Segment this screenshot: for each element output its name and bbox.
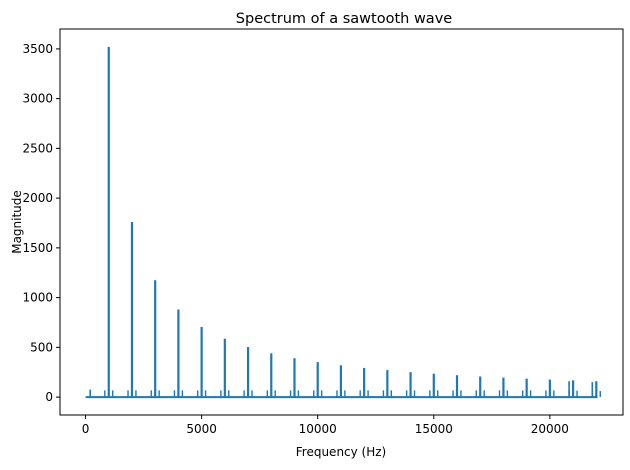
x-axis: 0 5000 10000 15000 20000 — [82, 415, 569, 436]
x-tick-label: 15000 — [415, 422, 453, 436]
axes-frame — [59, 28, 624, 416]
y-axis-label: Magnitude — [10, 190, 24, 254]
x-tick-label: 5000 — [186, 422, 217, 436]
y-tick-label: 0 — [45, 390, 53, 404]
x-tick-label: 0 — [82, 422, 90, 436]
chart-title: Spectrum of a sawtooth wave — [236, 11, 452, 27]
x-axis-label: Frequency (Hz) — [296, 445, 387, 459]
y-tick-label: 3500 — [22, 42, 53, 56]
y-tick-label: 2000 — [22, 191, 53, 205]
y-tick-label: 2500 — [22, 141, 53, 155]
y-axis: 0 500 1000 1500 2000 2500 3000 3500 — [22, 42, 60, 404]
y-tick-label: 3000 — [22, 92, 53, 106]
y-tick-label: 1500 — [22, 241, 53, 255]
x-tick-label: 10000 — [299, 422, 337, 436]
plot-area — [85, 46, 601, 399]
y-tick-label: 500 — [30, 340, 53, 354]
x-tick-label: 20000 — [531, 422, 569, 436]
y-tick-label: 1000 — [22, 291, 53, 305]
